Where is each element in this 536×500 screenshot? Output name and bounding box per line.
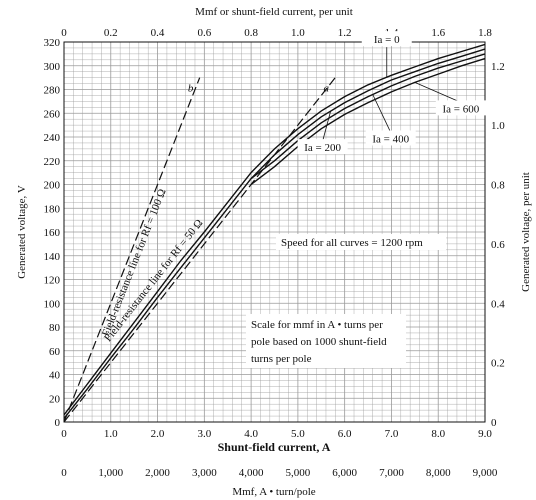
y-tick-label: 140 <box>44 251 61 263</box>
x3-tick-label: 4,000 <box>239 467 264 479</box>
y-tick-label: 320 <box>44 37 61 49</box>
speed-text: Speed for all curves = 1200 rpm <box>281 237 423 249</box>
x2-axis-label: Mmf or shunt-field current, per unit <box>195 6 353 18</box>
curve-label: Ia = 600 <box>442 103 479 115</box>
labels: Mmf or shunt-field current, per unit Shu… <box>16 6 532 498</box>
curve-label-bg <box>361 31 412 47</box>
x2-tick-label: 1.0 <box>291 27 305 39</box>
x2-tick-label: 0.8 <box>244 27 258 39</box>
y-tick-label: 200 <box>44 180 61 192</box>
x3-tick-label: 7,000 <box>379 467 404 479</box>
line-marker-a: a <box>324 83 330 95</box>
x-tick-label: 1.0 <box>104 428 118 440</box>
y-tick-label: 120 <box>44 275 61 287</box>
x-tick-label: 2.0 <box>151 428 165 440</box>
x2-tick-label: 1.6 <box>431 27 445 39</box>
x3-tick-label: 2,000 <box>145 467 170 479</box>
x2-tick-label: 0.6 <box>197 27 211 39</box>
mmf-note-line-3: turns per pole <box>251 353 312 365</box>
series-line-2 <box>250 53 486 180</box>
x-tick-label: 6.0 <box>338 428 352 440</box>
x3-axis-label: Mmf, A • turn/pole <box>232 486 315 498</box>
series-line-0 <box>63 43 486 416</box>
x3-tick-label: 1,000 <box>98 467 123 479</box>
x-tick-label: 5.0 <box>291 428 305 440</box>
x2-tick-label: 0.4 <box>151 27 165 39</box>
x3-tick-label: 3,000 <box>192 467 217 479</box>
y-tick-label: 20 <box>49 393 61 405</box>
field-resistance-label: Field-resistance line for Rf = 50 Ω <box>102 217 205 344</box>
x3-tick-label: 9,000 <box>473 467 498 479</box>
y-tick-label: 40 <box>49 370 61 382</box>
curve-label-leader <box>322 111 332 142</box>
mmf-note-line-2: pole based on 1000 shunt-field <box>251 336 387 348</box>
y2-tick-label: 0.8 <box>491 180 505 192</box>
x-tick-label: 7.0 <box>385 428 399 440</box>
y-tick-label: 80 <box>49 322 61 334</box>
y2-tick-label: 0 <box>491 417 497 429</box>
x2-tick-label: 0.2 <box>104 27 118 39</box>
curve-label: Ia = 0 <box>374 34 400 46</box>
x2-tick-label: 0 <box>61 27 67 39</box>
curves <box>63 43 486 423</box>
mmf-note-line-1: Scale for mmf in A • turns per <box>251 319 383 331</box>
y-tick-label: 300 <box>44 61 61 73</box>
y-tick-label: 260 <box>44 108 61 120</box>
x3-tick-label: 0 <box>61 467 67 479</box>
series-line-5 <box>63 77 336 423</box>
speed-annotation: Speed for all curves = 1200 rpm <box>276 234 446 250</box>
y-tick-label: 160 <box>44 227 61 239</box>
y-tick-label: 100 <box>44 298 61 310</box>
y2-tick-label: 1.2 <box>491 61 505 73</box>
y-tick-label: 60 <box>49 346 61 358</box>
curve-label-bg <box>365 130 416 146</box>
y-tick-label: 240 <box>44 132 61 144</box>
curve-label: Ia = 200 <box>304 142 341 154</box>
x-tick-label: 0 <box>61 428 67 440</box>
y2-tick-label: 0.4 <box>491 298 505 310</box>
y-tick-label: 0 <box>55 417 61 429</box>
curve-label-leader <box>372 94 392 133</box>
y2-axis-label: Generated voltage, per unit <box>520 172 532 292</box>
x3-tick-label: 8,000 <box>426 467 451 479</box>
x-tick-label: 9.0 <box>478 428 492 440</box>
x-tick-label: 8.0 <box>431 428 445 440</box>
x-tick-label: 3.0 <box>197 428 211 440</box>
y-tick-label: 180 <box>44 203 61 215</box>
y-axis-label: Generated voltage, V <box>16 185 28 279</box>
x3-tick-label: 5,000 <box>286 467 311 479</box>
series-line-3 <box>250 57 486 186</box>
x-tick-label: 4.0 <box>244 428 258 440</box>
field-resistance-label: Field-resistance line for Rf = 100 Ω <box>100 187 169 338</box>
y-tick-label: 220 <box>44 156 61 168</box>
curve-label-bg <box>435 100 486 116</box>
x-axis-label: Shunt-field current, A <box>218 440 331 454</box>
line-marker-b: b <box>188 83 194 95</box>
y-tick-label: 280 <box>44 85 61 97</box>
curve-label: Ia = 400 <box>372 133 409 145</box>
ticks: 0 1.0 2.0 3.0 4.0 5.0 6.0 7.0 8.0 9.0020406080100… <box>44 27 506 479</box>
y2-tick-label: 0.6 <box>491 239 505 251</box>
x2-tick-label: 1.2 <box>338 27 352 39</box>
x2-tick-label: 1.8 <box>478 27 492 39</box>
mmf-scale-annotation: Scale for mmf in A • turns per pole base… <box>246 314 406 368</box>
y2-tick-label: 0.2 <box>491 358 505 370</box>
plot-frame <box>63 41 486 423</box>
curve-label-bg <box>297 139 348 155</box>
x3-tick-label: 6,000 <box>332 467 357 479</box>
curve-label-leader <box>414 82 461 103</box>
y2-tick-label: 1.0 <box>491 120 505 132</box>
series-line-4 <box>63 77 201 423</box>
